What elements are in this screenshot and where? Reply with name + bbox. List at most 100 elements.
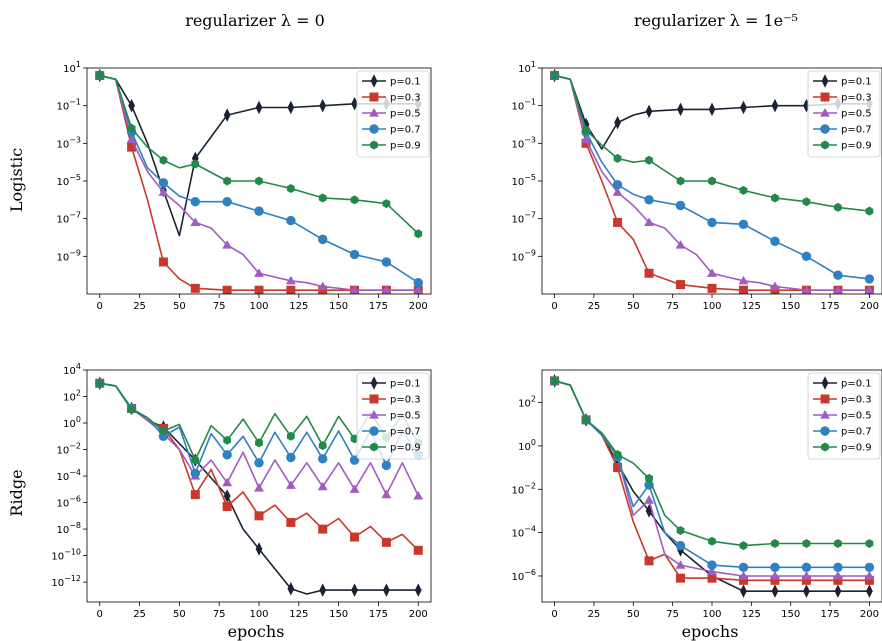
legend-label: p=0.5 — [390, 411, 421, 422]
data-point-p=0.1 — [128, 98, 135, 113]
data-point-p=0.7 — [770, 236, 780, 246]
data-point-p=0.1 — [677, 102, 684, 117]
data-point-p=0.7 — [675, 200, 686, 211]
data-point-p=0.7 — [675, 540, 686, 551]
legend-marker-p=0.5 — [820, 108, 830, 117]
x-tick-label: 150 — [329, 301, 348, 312]
data-point-p=0.7 — [864, 562, 875, 573]
legend-label: p=0.1 — [841, 379, 872, 390]
legend-label: p=0.7 — [841, 125, 872, 136]
y-tick-label: 10−4 — [511, 525, 536, 540]
legend-label: p=0.1 — [390, 379, 421, 390]
data-point-p=0.7 — [738, 562, 749, 573]
data-point-p=0.3 — [676, 573, 686, 583]
y-tick-label: 10−1 — [511, 98, 536, 113]
legend-label: p=0.3 — [390, 93, 421, 104]
data-point-p=0.7 — [349, 455, 360, 465]
legend-marker-p=0.7 — [820, 426, 830, 436]
y-tick-label: 10−12 — [51, 574, 81, 589]
y-tick-label: 100 — [518, 438, 536, 453]
data-point-p=0.1 — [803, 584, 810, 598]
data-point-p=0.5 — [126, 134, 137, 144]
data-point-p=0.9 — [865, 538, 874, 548]
data-point-p=0.7 — [413, 277, 423, 288]
y-tick-label: 10−8 — [56, 521, 81, 536]
y-tick-label: 10−3 — [511, 135, 536, 150]
data-point-p=0.5 — [413, 285, 424, 294]
y-tick-label: 10−6 — [56, 495, 81, 510]
data-point-p=0.3 — [833, 575, 843, 585]
data-point-p=0.7 — [833, 270, 843, 280]
data-point-p=0.7 — [707, 560, 717, 570]
data-point-p=0.3 — [318, 524, 328, 534]
data-point-p=0.1 — [319, 583, 327, 597]
data-point-p=0.5 — [413, 490, 424, 500]
data-point-p=0.5 — [158, 187, 169, 196]
x-tick-label: 200 — [409, 609, 428, 620]
data-point-p=0.7 — [254, 206, 264, 216]
x-tick-label: 125 — [289, 609, 308, 620]
x-tick-label: 25 — [588, 609, 601, 620]
data-point-p=0.3 — [676, 280, 686, 290]
y-tick-label: 102 — [518, 395, 536, 410]
data-point-p=0.9 — [676, 176, 685, 186]
data-point-p=0.5 — [317, 281, 328, 291]
legend: p=0.1 p=0.3 p=0.5 p=0.7 p=0.9 — [356, 372, 430, 460]
data-point-p=0.1 — [771, 98, 779, 113]
x-tick-label: 50 — [627, 301, 640, 312]
data-point-p=0.7 — [644, 195, 654, 205]
data-point-p=0.9 — [708, 536, 716, 546]
series-line-p=0.7 — [554, 74, 870, 280]
data-point-p=0.7 — [286, 452, 296, 463]
data-point-p=0.5 — [190, 217, 201, 227]
legend-marker-p=0.9 — [821, 442, 829, 452]
x-tick-label: 50 — [627, 609, 640, 620]
data-point-p=0.1 — [351, 583, 358, 597]
legend: p=0.1 p=0.3 p=0.5 p=0.7 p=0.9 — [807, 372, 881, 460]
data-point-p=0.9 — [582, 125, 590, 135]
x-tick-label: 200 — [860, 301, 879, 312]
x-tick-label: 25 — [133, 301, 146, 312]
data-point-p=0.1 — [866, 584, 873, 598]
data-point-p=0.5 — [381, 489, 392, 499]
column-title-1: regularizer λ = 0 — [185, 11, 325, 30]
data-point-p=0.9 — [127, 123, 136, 133]
x-axis-label-left: epochs — [228, 622, 285, 641]
y-tick-label: 10−3 — [56, 135, 81, 150]
legend-marker-p=0.5 — [369, 410, 379, 419]
data-point-p=0.7 — [833, 562, 843, 573]
x-tick-label: 100 — [249, 609, 268, 620]
legend-label: p=0.5 — [841, 109, 872, 120]
x-tick-label: 175 — [821, 301, 840, 312]
data-point-p=0.9 — [223, 435, 232, 445]
data-point-p=0.3 — [613, 217, 623, 227]
data-point-p=0.5 — [707, 566, 717, 576]
data-point-p=0.7 — [254, 458, 264, 468]
data-point-p=0.3 — [222, 502, 232, 512]
data-point-p=0.3 — [707, 573, 717, 583]
data-point-p=0.5 — [612, 187, 623, 196]
x-tick-label: 0 — [97, 609, 103, 620]
data-point-p=0.5 — [644, 217, 654, 227]
data-point-p=0.9 — [159, 426, 168, 436]
data-point-p=0.3 — [286, 285, 296, 294]
legend-marker-p=0.1 — [821, 376, 829, 390]
data-point-p=0.7 — [158, 178, 169, 188]
legend-label: p=0.9 — [390, 443, 421, 454]
x-tick-label: 75 — [666, 609, 679, 620]
data-point-p=0.7 — [190, 468, 201, 479]
data-point-p=0.3 — [413, 545, 423, 555]
data-point-p=0.9 — [802, 538, 811, 548]
legend-marker-p=0.3 — [820, 92, 830, 102]
data-point-p=0.1 — [614, 115, 621, 130]
data-point-p=0.9 — [286, 184, 295, 194]
x-tick-label: 25 — [133, 609, 146, 620]
data-point-p=0.5 — [349, 484, 360, 493]
legend-marker-p=0.7 — [369, 426, 379, 436]
data-point-p=0.7 — [381, 460, 392, 471]
data-point-p=0.5 — [738, 571, 749, 580]
data-point-p=0.7 — [707, 217, 717, 228]
legend-marker-p=0.7 — [369, 124, 379, 134]
data-point-p=0.9 — [286, 431, 295, 441]
data-point-p=0.3 — [644, 268, 654, 278]
